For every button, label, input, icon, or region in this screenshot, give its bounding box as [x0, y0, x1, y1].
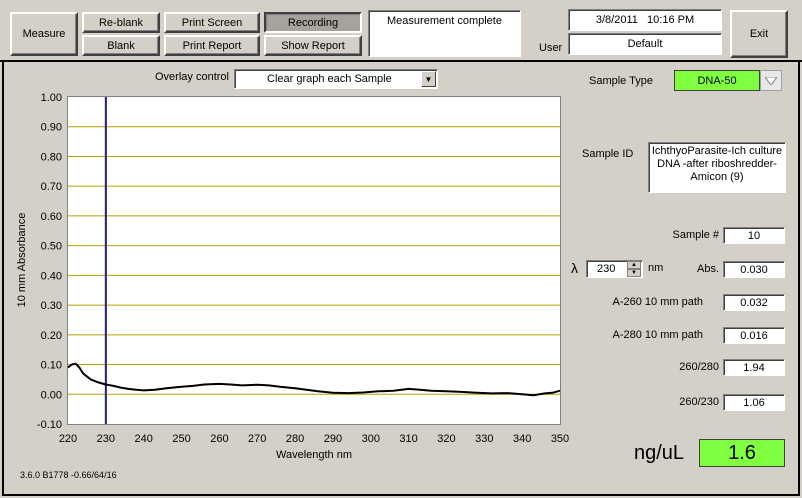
ratio-260-230-value: 1.06	[743, 396, 765, 409]
ratio-260-230-field: 1.06	[723, 394, 785, 411]
y-tick-label: 0.00	[41, 389, 62, 401]
chevron-down-icon	[765, 76, 777, 85]
measure-button[interactable]: Measure	[10, 12, 78, 56]
overlay-value: Clear graph each Sample	[267, 73, 392, 85]
abs-value: 0.030	[740, 263, 768, 276]
chevron-down-icon[interactable]: ▼	[421, 71, 436, 87]
x-tick-label: 300	[362, 433, 380, 445]
ratio-260-280-label: 260/280	[679, 361, 719, 373]
x-tick-label: 250	[172, 433, 190, 445]
sample-type-dropdown[interactable]	[760, 70, 782, 91]
chart-gridlines	[68, 126, 560, 395]
a260-value: 0.032	[740, 296, 768, 309]
y-tick-label: 0.50	[41, 241, 62, 253]
a280-label: A-280 10 mm path	[612, 329, 704, 341]
x-tick-label: 230	[97, 433, 115, 445]
status-display: Measurement complete	[368, 10, 521, 57]
x-tick-label: 310	[399, 433, 417, 445]
x-tick-label: 270	[248, 433, 266, 445]
spectrum-trace	[67, 362, 561, 397]
x-tick-label: 240	[135, 433, 153, 445]
x-tick-label: 350	[551, 433, 569, 445]
wavelength-value: 230	[597, 263, 616, 275]
sample-num-label: Sample #	[672, 229, 719, 241]
concentration-label: ng/uL	[634, 442, 685, 464]
ratio-260-280-value: 1.94	[743, 361, 765, 374]
sample-num-field: 10	[723, 227, 785, 244]
a260-field: 0.032	[723, 294, 785, 311]
abs-field: 0.030	[723, 261, 785, 278]
toolbar: Measure Re-blank Blank Print Screen Prin…	[0, 0, 802, 62]
y-tick-label: 0.40	[41, 270, 62, 282]
y-tick-label: 0.90	[41, 122, 62, 134]
status-text: Measurement complete	[387, 15, 502, 27]
ratio-260-230-label: 260/230	[679, 396, 719, 408]
wavelength-input[interactable]: 230 ▲ ▼	[586, 260, 643, 278]
y-tick-label: 0.10	[41, 360, 62, 372]
sample-id-field[interactable]: IchthyoParasite-Ich culture DNA -after r…	[648, 142, 786, 193]
exit-button[interactable]: Exit	[730, 10, 788, 58]
a280-field: 0.016	[723, 327, 785, 344]
a260-label: A-260 10 mm path	[612, 296, 704, 308]
datetime-display: 3/8/2011 10:16 PM	[568, 9, 722, 31]
concentration-value: 1.6	[728, 441, 756, 464]
user-field: Default	[568, 33, 722, 55]
y-tick-label: 0.60	[41, 211, 62, 223]
x-axis-label: Wavelength nm	[276, 449, 352, 461]
x-tick-label: 320	[437, 433, 455, 445]
user-label: User	[539, 42, 563, 54]
plot-area	[67, 96, 561, 425]
a280-value: 0.016	[740, 329, 768, 342]
user-value: Default	[627, 38, 663, 50]
increment-icon[interactable]: ▲	[627, 261, 641, 269]
y-tick-label: 0.80	[41, 151, 62, 163]
y-axis-label: 10 mm Absorbance	[16, 213, 28, 308]
main-panel	[2, 62, 800, 496]
blank-button[interactable]: Blank	[82, 35, 160, 56]
x-tick-label: 330	[475, 433, 493, 445]
sample-type-text: DNA-50	[697, 74, 737, 87]
x-tick-label: 220	[59, 433, 77, 445]
lambda-symbol: λ	[571, 260, 578, 276]
y-tick-label: 0.20	[41, 330, 62, 342]
x-tick-label: 260	[210, 433, 228, 445]
chart-y-ticks: -0.10 0.00 0.10 0.20 0.30 0.40 0.50 0.60 0.70 0.8…	[37, 92, 62, 431]
y-tick-label: -0.10	[37, 419, 62, 431]
abs-label: Abs.	[696, 263, 719, 275]
sample-num-value: 10	[747, 229, 761, 242]
sample-id-text: IchthyoParasite-Ich culture DNA -after r…	[651, 145, 783, 183]
concentration-display: 1.6	[699, 439, 785, 467]
datetime-text: 3/8/2011 10:16 PM	[595, 14, 695, 26]
show-report-button[interactable]: Show Report	[264, 35, 362, 56]
reblank-button[interactable]: Re-blank	[82, 12, 160, 33]
x-tick-label: 290	[324, 433, 342, 445]
x-tick-label: 340	[513, 433, 531, 445]
recording-toggle[interactable]: Recording	[264, 12, 362, 33]
x-tick-label: 280	[286, 433, 304, 445]
wavelength-unit: nm	[648, 262, 664, 274]
overlay-label: Overlay control	[155, 71, 229, 83]
print-report-button[interactable]: Print Report	[164, 35, 260, 56]
version-text: 3.6.0 B1778 -0.66/64/16	[20, 470, 117, 480]
y-tick-label: 1.00	[41, 92, 62, 104]
decrement-icon[interactable]: ▼	[627, 269, 641, 277]
sample-type-value: DNA-50	[674, 70, 760, 91]
ratio-260-280-field: 1.94	[723, 359, 785, 376]
sample-id-label: Sample ID	[582, 148, 634, 160]
chart-x-ticks: 220 230 240 250 260 270 280 290 300 310 320 330 340 3…	[59, 433, 569, 445]
overlay-dropdown[interactable]: Clear graph each Sample ▼	[234, 69, 438, 89]
print-screen-button[interactable]: Print Screen	[164, 12, 260, 33]
y-tick-label: 0.30	[41, 300, 62, 312]
y-tick-label: 0.70	[41, 181, 62, 193]
sample-type-label: Sample Type	[589, 75, 654, 87]
